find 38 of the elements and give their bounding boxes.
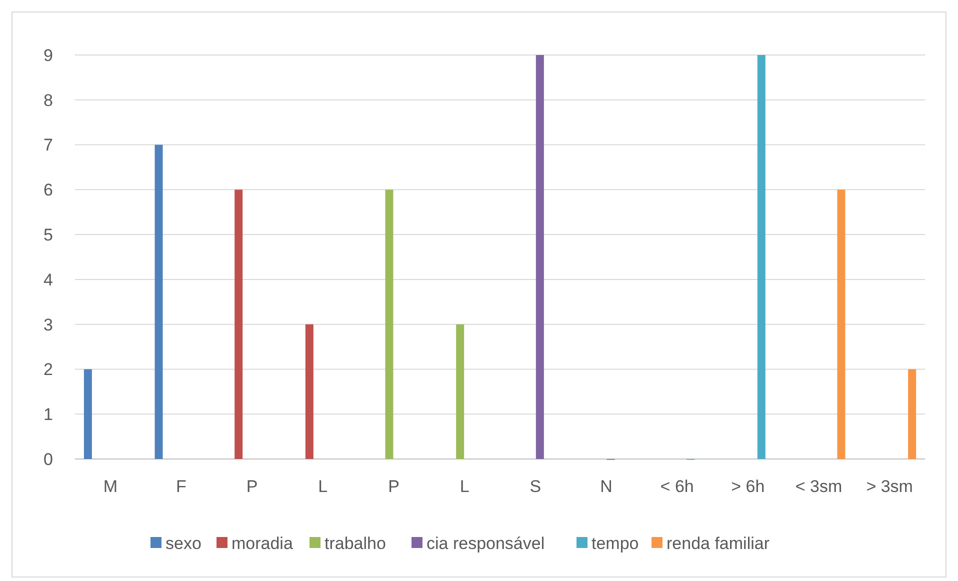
legend-label: renda familiar (666, 534, 770, 553)
bar (536, 55, 544, 459)
x-tick-label: L (318, 477, 328, 496)
x-tick-label: > 3sm (866, 477, 913, 496)
y-tick-label: 2 (44, 360, 53, 380)
bar (385, 190, 394, 459)
legend-label: cia responsável (426, 534, 545, 553)
x-tick-label: N (600, 477, 612, 496)
x-tick-label: F (176, 477, 186, 496)
y-tick-label: 6 (44, 180, 53, 200)
y-tick-label: 7 (44, 136, 53, 155)
bar (757, 55, 766, 459)
x-tick-label: P (388, 477, 400, 496)
bar (908, 369, 916, 459)
x-tick-label: > 6h (731, 477, 765, 496)
bar (456, 324, 464, 459)
x-tick-label: M (103, 477, 118, 496)
x-tick-label: < 3sm (795, 477, 842, 496)
y-tick-label: 1 (44, 405, 53, 424)
y-tick-label: 3 (44, 315, 53, 334)
y-tick-label: 0 (44, 450, 53, 469)
y-tick-label: 4 (44, 270, 53, 290)
bar (234, 190, 243, 459)
y-tick-label: 5 (44, 226, 53, 245)
y-tick-label: 8 (44, 90, 53, 110)
x-tick-label: L (460, 477, 470, 496)
legend-label: trabalho (324, 534, 386, 553)
legend-label: moradia (232, 534, 294, 553)
y-tick-label: 9 (44, 46, 53, 65)
x-tick-label: P (246, 477, 258, 496)
legend-label: sexo (166, 534, 202, 553)
bar (84, 369, 92, 459)
legend-label: tempo (592, 534, 639, 553)
x-tick-label: S (530, 477, 542, 496)
x-tick-label: < 6h (660, 477, 694, 496)
bar (154, 144, 163, 459)
bar (837, 190, 846, 459)
bar (305, 324, 314, 459)
